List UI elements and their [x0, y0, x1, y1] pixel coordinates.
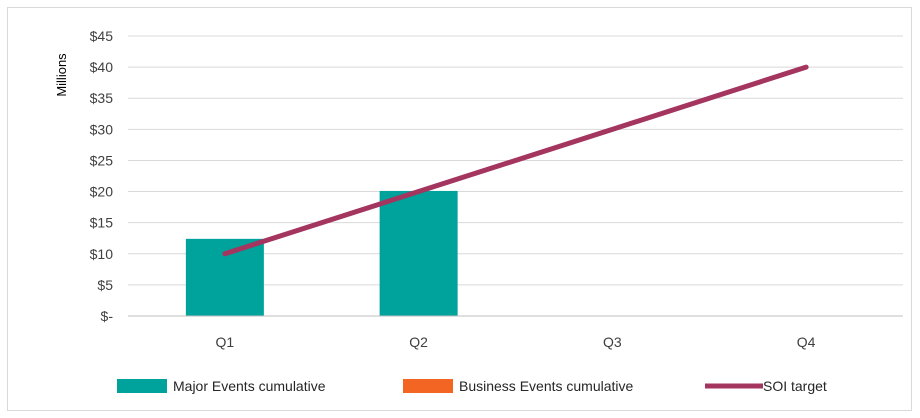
y-tick-label: $10 — [90, 246, 114, 262]
legend-swatch — [403, 379, 453, 393]
legend: Major Events cumulative Business Events c… — [117, 378, 827, 394]
y-tick-label: $35 — [90, 90, 114, 106]
y-tick-label: $40 — [90, 59, 114, 75]
y-tick-label: $30 — [90, 121, 114, 137]
y-axis-label: Millions — [54, 53, 69, 97]
x-tick-label: Q4 — [797, 334, 816, 350]
y-tick-label: $25 — [90, 152, 114, 168]
y-tick-label: $15 — [90, 215, 114, 231]
x-axis-ticks: Q1 Q2 Q3 Q4 — [216, 334, 816, 350]
legend-item: Business Events cumulative — [403, 378, 634, 394]
y-tick-label: $- — [101, 308, 114, 324]
bar-q1 — [185, 238, 264, 316]
x-tick-label: Q1 — [216, 334, 235, 350]
legend-label: Major Events cumulative — [173, 378, 326, 394]
legend-swatch — [117, 379, 167, 393]
legend-item: Major Events cumulative — [117, 378, 326, 394]
x-tick-label: Q2 — [409, 334, 428, 350]
legend-label: SOI target — [763, 378, 827, 394]
bar-q2 — [379, 190, 458, 316]
y-tick-label: $5 — [97, 277, 113, 293]
soi-target-line — [222, 64, 809, 257]
x-tick-label: Q3 — [603, 334, 622, 350]
legend-item: SOI target — [705, 378, 827, 394]
chart-frame — [7, 7, 912, 411]
soi-target-polyline — [222, 64, 809, 257]
y-tick-label: $45 — [90, 28, 114, 44]
y-tick-label: $20 — [90, 184, 114, 200]
legend-label: Business Events cumulative — [459, 378, 634, 394]
y-axis-ticks: $- $5 $10 $15 $20 $25 $30 $35 $40 $45 — [90, 28, 114, 324]
